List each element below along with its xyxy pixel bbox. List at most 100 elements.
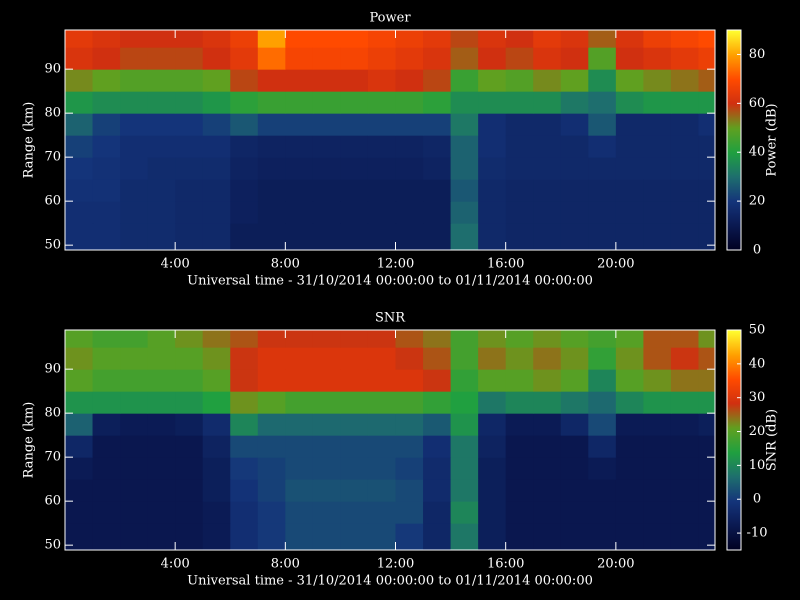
colorbar-swatch bbox=[727, 406, 741, 409]
plot-frame bbox=[64, 29, 716, 251]
heatmap-cell bbox=[423, 391, 452, 414]
heatmap-cell bbox=[505, 501, 534, 524]
colorbar-swatch bbox=[727, 228, 741, 231]
heatmap-cell bbox=[230, 435, 259, 458]
heatmap-cell bbox=[505, 479, 534, 502]
colorbar-tick-label: 60 bbox=[749, 96, 766, 111]
colorbar-swatch bbox=[727, 410, 741, 413]
colorbar-swatch bbox=[727, 490, 741, 493]
colorbar-swatch bbox=[727, 548, 741, 551]
heatmap-cell bbox=[698, 223, 716, 251]
colorbar-swatch bbox=[727, 344, 741, 347]
colorbar-swatch bbox=[727, 418, 741, 421]
heatmap-cell bbox=[588, 223, 617, 251]
heatmap-cell bbox=[230, 479, 259, 502]
heatmap-cell bbox=[202, 457, 231, 480]
heatmap-cell bbox=[147, 223, 176, 251]
heatmap-cell bbox=[120, 69, 149, 92]
heatmap-cell bbox=[643, 69, 672, 92]
colorbar-swatch bbox=[727, 132, 741, 135]
colorbar-swatch bbox=[727, 166, 741, 169]
heatmap-cell bbox=[285, 47, 314, 70]
colorbar-swatch bbox=[727, 104, 741, 107]
heatmap-cell bbox=[147, 113, 176, 136]
colorbar-swatch bbox=[727, 162, 741, 165]
heatmap-cell bbox=[92, 435, 121, 458]
x-tick-label: 16:00 bbox=[487, 257, 524, 272]
heatmap-cell bbox=[505, 157, 534, 180]
heatmap-cell bbox=[643, 479, 672, 502]
heatmap-cell bbox=[120, 113, 149, 136]
heatmap-cell bbox=[643, 113, 672, 136]
colorbar-swatch bbox=[727, 246, 741, 249]
colorbar-swatch bbox=[727, 508, 741, 511]
colorbar-swatch bbox=[727, 510, 741, 513]
heatmap-cell bbox=[423, 435, 452, 458]
heatmap-cell bbox=[643, 501, 672, 524]
colorbar-swatch bbox=[727, 492, 741, 495]
heatmap-cell bbox=[65, 113, 94, 136]
colorbar-swatch bbox=[727, 530, 741, 533]
colorbar-swatch bbox=[727, 534, 741, 537]
heatmap-cell bbox=[120, 369, 149, 392]
heatmap-cell bbox=[643, 135, 672, 158]
colorbar-swatch bbox=[727, 330, 741, 333]
heatmap-cell bbox=[395, 413, 424, 436]
heatmap-cell bbox=[147, 523, 176, 551]
heatmap-cell bbox=[588, 330, 617, 348]
heatmap-cell bbox=[698, 91, 716, 114]
heatmap-cell bbox=[230, 330, 259, 348]
colorbar-swatch bbox=[727, 234, 741, 237]
colorbar-swatch bbox=[727, 126, 741, 129]
colorbar-tick-label: 50 bbox=[749, 323, 766, 338]
colorbar-swatch bbox=[727, 464, 741, 467]
y-axis-title: Range (km) bbox=[22, 102, 37, 179]
colorbar-swatch bbox=[727, 424, 741, 427]
heatmap-cell bbox=[230, 47, 259, 70]
colorbar-title: Power (dB) bbox=[765, 103, 780, 176]
colorbar-swatch bbox=[727, 500, 741, 503]
colorbar-swatch bbox=[727, 174, 741, 177]
heatmap-cell bbox=[395, 113, 424, 136]
colorbar-swatch bbox=[727, 214, 741, 217]
colorbar-swatch bbox=[727, 346, 741, 349]
colorbar-swatch bbox=[727, 200, 741, 203]
heatmap-cell bbox=[533, 223, 562, 251]
heatmap-cell bbox=[120, 223, 149, 251]
heatmap-cell bbox=[120, 201, 149, 224]
heatmap-cell bbox=[257, 369, 286, 392]
heatmap-cell bbox=[312, 435, 341, 458]
heatmap-cell bbox=[450, 157, 479, 180]
colorbar-swatch bbox=[727, 108, 741, 111]
colorbar-swatch bbox=[727, 496, 741, 499]
heatmap-cell bbox=[533, 369, 562, 392]
colorbar-swatch bbox=[727, 134, 741, 137]
heatmap-cell bbox=[230, 201, 259, 224]
heatmap-cell bbox=[505, 179, 534, 202]
heatmap-cell bbox=[698, 457, 716, 480]
colorbar-swatch bbox=[727, 506, 741, 509]
heatmap-cell bbox=[505, 135, 534, 158]
colorbar-swatch bbox=[727, 444, 741, 447]
heatmap-cell bbox=[285, 369, 314, 392]
colorbar-swatch bbox=[727, 384, 741, 387]
colorbar-swatch bbox=[727, 92, 741, 95]
heatmap-cell bbox=[92, 347, 121, 370]
heatmap-cell bbox=[643, 369, 672, 392]
colorbar-swatch bbox=[727, 414, 741, 417]
heatmap-cell bbox=[92, 113, 121, 136]
heatmap-cell bbox=[340, 47, 369, 70]
heatmap-cell bbox=[505, 369, 534, 392]
heatmap-cell bbox=[285, 501, 314, 524]
colorbar-swatch bbox=[727, 106, 741, 109]
heatmap-cell bbox=[395, 479, 424, 502]
colorbar-swatch bbox=[727, 114, 741, 117]
heatmap-cell bbox=[533, 391, 562, 414]
colorbar-swatch bbox=[727, 74, 741, 77]
colorbar-swatch bbox=[727, 400, 741, 403]
colorbar-swatch bbox=[727, 206, 741, 209]
colorbar-swatch bbox=[727, 48, 741, 51]
heatmap-cell bbox=[395, 201, 424, 224]
heatmap-cell bbox=[450, 391, 479, 414]
colorbar-swatch bbox=[727, 154, 741, 157]
